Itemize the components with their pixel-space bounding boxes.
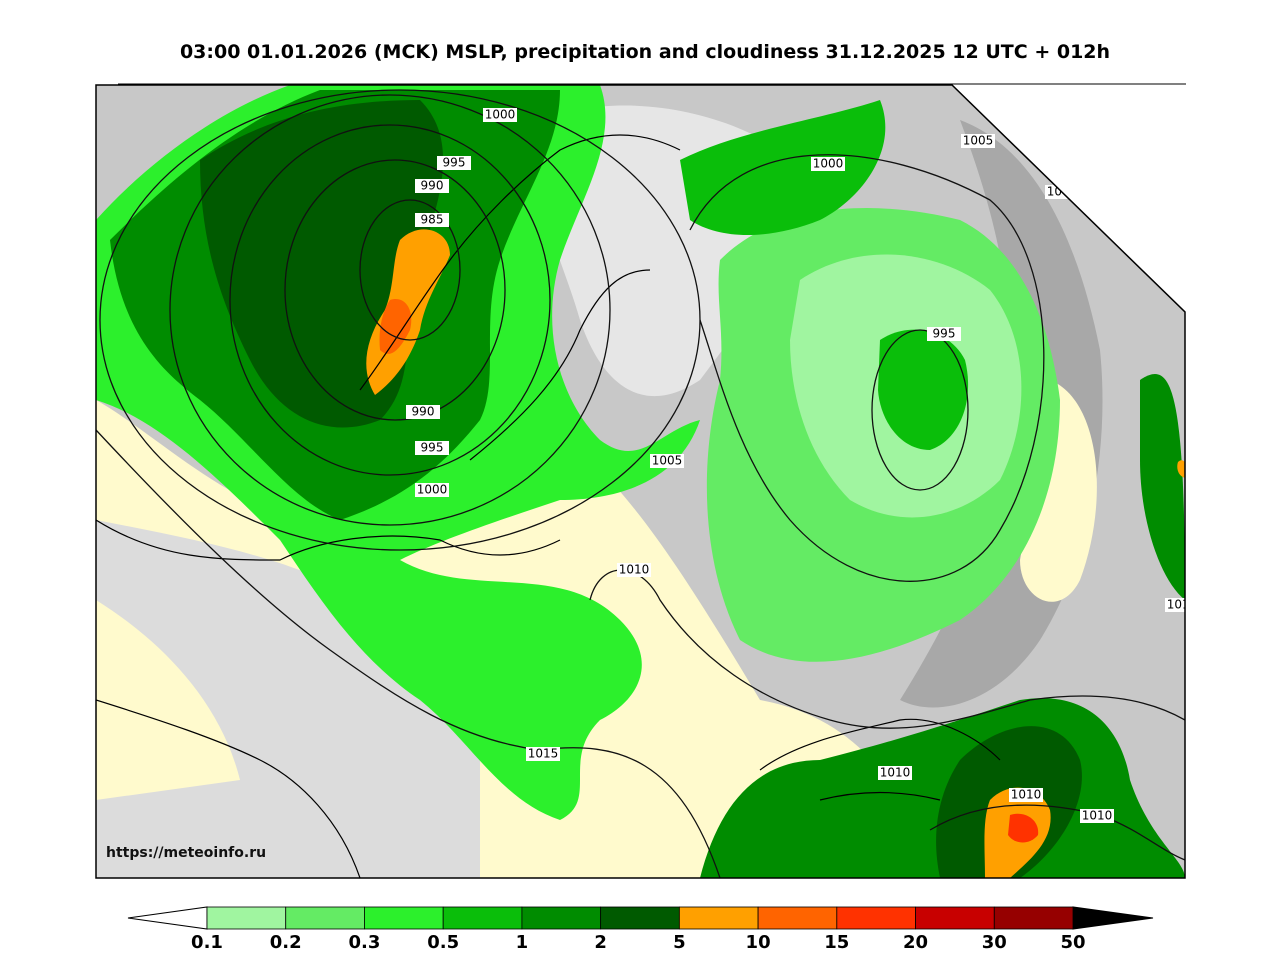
colorbar-label: 0.1 — [191, 932, 223, 953]
cloudiness-label: 30 — [1131, 196, 1154, 219]
colorbar-bin — [915, 906, 995, 930]
precip-colorbar: 0.1 0.2 0.3 0.5 1 2 5 10 15 20 30 50 — [127, 906, 1154, 953]
isobar-label: 995 — [933, 327, 956, 341]
isobars — [96, 89, 1185, 878]
colorbar-label: 5 — [673, 932, 686, 953]
cloudiness-label: 80 — [1059, 136, 1082, 159]
isobar-label-bg — [526, 747, 560, 761]
colorbar-label: 20 — [903, 932, 928, 953]
isobar-label: 1005 — [652, 454, 683, 468]
colorbar-label: 50 — [1060, 932, 1085, 953]
coastlines — [96, 134, 1001, 878]
isobar-label-bg — [1165, 598, 1185, 612]
cloudiness-label: 20 — [1146, 208, 1169, 231]
cloudiness-swatch — [1163, 207, 1185, 242]
cloudiness-label: 50 — [1103, 172, 1126, 195]
colorbar-label: 2 — [594, 932, 607, 953]
colorbar-label: 0.2 — [270, 932, 302, 953]
precipitation — [96, 85, 1185, 878]
isobar-label: 1000 — [813, 157, 844, 171]
colorbar-bin — [206, 906, 287, 930]
isobar-label-bg — [415, 483, 449, 497]
isobar-label: 1010 — [1167, 598, 1198, 612]
cloudiness-swatch — [1076, 112, 1128, 149]
cloudiness-swatch — [1133, 183, 1185, 204]
cloudiness-swatch — [1147, 195, 1185, 223]
isobar-label-bg — [650, 454, 684, 468]
cloudiness-swatch — [1090, 129, 1146, 161]
colorbar-over — [1072, 906, 1154, 930]
isobar-label: 995 — [421, 441, 444, 455]
cloudiness-swatch — [1061, 96, 1109, 137]
cloudiness-label: 100 — [1027, 109, 1058, 137]
isobar-label-bg — [1009, 788, 1043, 802]
isobar-label: 1010 — [1011, 788, 1042, 802]
isobar-label: 1010 — [880, 766, 911, 780]
colorbar-bin — [757, 906, 838, 930]
colorbar-label: 0.3 — [349, 932, 381, 953]
colorbar-under — [127, 906, 208, 930]
colorbar-label: 1 — [516, 932, 529, 953]
map-frame — [95, 84, 1186, 879]
cloudiness-label: 60 — [1088, 160, 1111, 183]
colorbar-label: 0.5 — [427, 932, 459, 953]
colorbar-bin — [521, 906, 602, 930]
isobar-label-bg — [437, 156, 471, 170]
isobar-label-bg — [415, 213, 449, 227]
isobar-label: 1000 — [417, 483, 448, 497]
isobar-label-bg — [406, 405, 440, 419]
colorbar-label: 30 — [982, 932, 1007, 953]
isobar-label-bg — [927, 327, 961, 341]
watermark: https://meteoinfo.ru — [106, 845, 266, 861]
map: 1000 995 990 985 990 995 1000 1000 1005 995 1010 10… — [96, 85, 1198, 878]
colorbar-label: 10 — [746, 932, 771, 953]
isobar-label-bg — [961, 134, 995, 148]
isobar-label-bg — [415, 441, 449, 455]
isobar-label: 1010 — [619, 563, 650, 577]
title: 03:00 01.01.2026 (MCK) MSLP, precipitati… — [180, 41, 1110, 63]
colorbar-label: 15 — [824, 932, 849, 953]
colorbar-bin — [836, 906, 916, 930]
cloudiness-label: 90 — [1045, 124, 1068, 147]
colorbar-bin — [442, 906, 523, 930]
isobar-label: 1015 — [528, 747, 559, 761]
isobar-label-bg — [878, 766, 912, 780]
colorbar-bin — [600, 906, 680, 930]
isobar-label: 990 — [412, 405, 435, 419]
isobar-label: 1010 — [1082, 809, 1113, 823]
colorbar-bin — [364, 906, 444, 930]
isobar-label-bg — [483, 108, 517, 122]
isobar-label: 990 — [421, 179, 444, 193]
isobar-label: 1005 — [963, 134, 994, 148]
cloudiness-label: 40 — [1117, 184, 1140, 207]
isobar-label-bg — [1080, 809, 1114, 823]
cloudiness-swatch — [1047, 85, 1089, 125]
isobar-label: 1000 — [485, 108, 516, 122]
isobar-label: 985 — [421, 213, 444, 227]
isobar-label: 995 — [443, 156, 466, 170]
cloudiness-label: 70 — [1074, 148, 1097, 171]
colorbar-bin — [285, 906, 365, 930]
isobar-label-bg — [617, 563, 651, 577]
cloudiness-swatch — [1119, 165, 1180, 185]
isobar-label-bg — [811, 157, 845, 171]
colorbar-bin — [993, 906, 1074, 930]
isobar-label-bg — [415, 179, 449, 193]
cloudiness-swatch — [1104, 147, 1163, 173]
colorbar-bin — [678, 906, 759, 930]
